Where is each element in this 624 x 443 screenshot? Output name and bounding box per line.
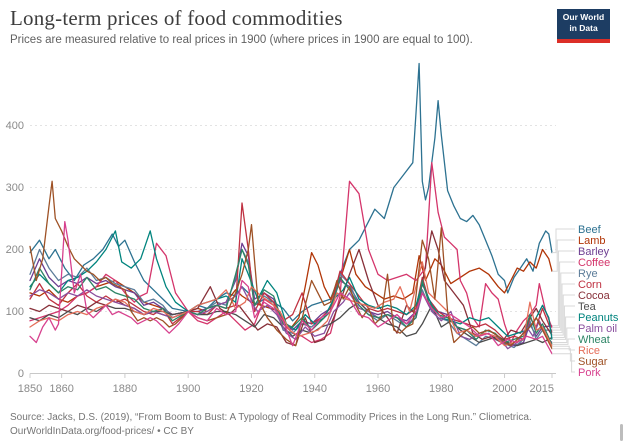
series-line-beef[interactable] (29, 62, 553, 322)
legend-label-rye[interactable]: Rye (578, 268, 598, 280)
legend-label-pork[interactable]: Pork (578, 367, 601, 379)
y-axis-label-0: 0 (18, 368, 24, 380)
line-chart-canvas: 0 100 200 300 400 1850 1860 1880 1900 1920 1940 196… (6, 62, 619, 395)
series-line-pork[interactable] (29, 220, 553, 355)
legend-label-rice[interactable]: Rice (578, 345, 600, 357)
series-line-wheat[interactable] (29, 248, 553, 346)
legend-label-tea[interactable]: Tea (578, 301, 597, 313)
owid-logo-line1: Our World (562, 12, 605, 22)
series-line-rye[interactable] (29, 248, 553, 349)
legend-connector-barley (552, 250, 575, 327)
series-line-cocoa[interactable] (29, 230, 553, 347)
x-axis-label-1980: 1980 (429, 383, 453, 395)
legend-connector-rice (552, 345, 575, 351)
owid-logo[interactable]: Our World in Data (557, 9, 610, 43)
legend-connector-corn (552, 283, 575, 334)
legend-connector-sugar (552, 348, 575, 362)
legend-label-coffee[interactable]: Coffee (578, 257, 610, 269)
y-axis-label-200: 200 (6, 244, 24, 256)
x-axis-label-1860: 1860 (49, 383, 73, 395)
legend-connector-lamb (552, 239, 575, 272)
x-axis-label-1920: 1920 (239, 383, 263, 395)
x-axis-label-1850: 1850 (18, 383, 42, 395)
legend-label-beef[interactable]: Beef (578, 224, 602, 236)
source-note: Source: Jacks, D.S. (2019), “From Boom t… (10, 412, 532, 423)
page-title: Long-term prices of food commodities (10, 6, 343, 30)
legend-connector-wheat (552, 338, 575, 345)
y-axis-label-400: 400 (6, 120, 24, 132)
series-line-sugar[interactable] (29, 180, 553, 350)
x-axis-label-1900: 1900 (176, 383, 200, 395)
legend-label-cocoa[interactable]: Cocoa (578, 290, 611, 302)
legend-connector-palm-oil (552, 327, 575, 343)
chart-footer: Source: Jacks, D.S. (2019), “From Boom t… (10, 411, 610, 438)
legend-connector-pork (552, 353, 575, 373)
y-axis-label-300: 300 (6, 182, 24, 194)
series-line-rice[interactable] (29, 261, 553, 347)
legend-connector-tea (552, 305, 575, 338)
legend-connector-rye (552, 272, 575, 331)
legend-label-palm-oil[interactable]: Palm oil (578, 323, 617, 335)
owid-logo-line2: in Data (569, 23, 598, 34)
legend-connector-coffee (552, 261, 575, 329)
x-axis-label-1880: 1880 (113, 383, 137, 395)
chart-subtitle: Prices are measured relative to real pri… (10, 34, 473, 46)
legend-connector-beef (552, 228, 575, 254)
x-axis-label-1940: 1940 (302, 383, 326, 395)
x-axis-label-2000: 2000 (492, 383, 516, 395)
x-axis-label-1960: 1960 (366, 383, 390, 395)
legend-connector-peanuts (552, 316, 575, 340)
legend-label-sugar[interactable]: Sugar (578, 356, 608, 368)
x-axis-label-2015: 2015 (530, 383, 554, 395)
legend-label-wheat[interactable]: Wheat (578, 334, 610, 346)
y-axis-label-100: 100 (6, 306, 24, 318)
legend-label-corn[interactable]: Corn (578, 279, 602, 291)
legend-label-lamb[interactable]: Lamb (578, 235, 606, 247)
scrollbar-thumb[interactable] (620, 424, 623, 441)
series-line-peanuts[interactable] (29, 230, 553, 341)
series-line-palm-oil[interactable] (29, 286, 553, 350)
legend-connector-cocoa (552, 294, 575, 336)
source-url[interactable]: OurWorldInData.org/food-prices/ • CC BY (10, 425, 194, 437)
legend-label-peanuts[interactable]: Peanuts (578, 312, 619, 324)
legend-label-barley[interactable]: Barley (578, 246, 610, 258)
